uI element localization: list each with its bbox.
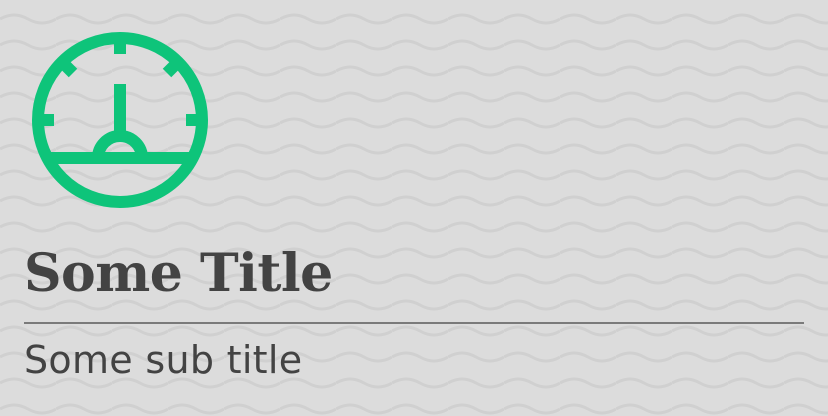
gauge-icon [32, 32, 208, 208]
divider [24, 322, 804, 324]
page-subtitle: Some sub title [24, 338, 303, 382]
page-title: Some Title [24, 243, 333, 304]
